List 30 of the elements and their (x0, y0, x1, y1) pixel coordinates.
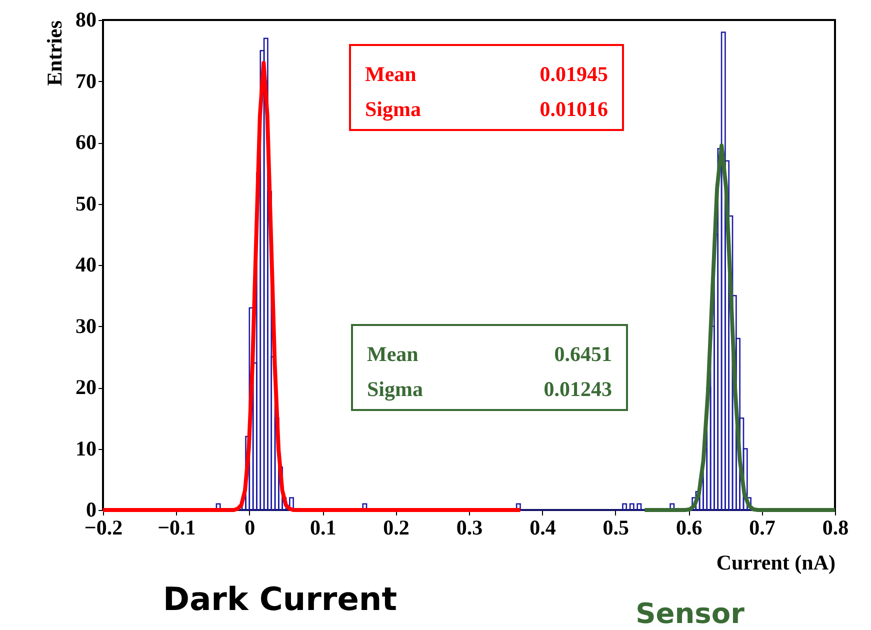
x-tick-label: 0.7 (749, 516, 776, 540)
y-tick-label: 70 (76, 68, 96, 93)
annotation: Mean (367, 342, 419, 366)
x-tick-label: 0.5 (602, 516, 630, 540)
annotation: Sigma (365, 97, 422, 121)
y-tick-label: 20 (76, 375, 96, 399)
y-axis-title: Entries (42, 20, 66, 86)
x-tick-label: 0.2 (383, 516, 410, 540)
annotation: 0.01945 (540, 62, 608, 86)
x-tick-label: −0.1 (158, 516, 196, 540)
x-tick-label: 0.1 (310, 516, 336, 540)
annotation: 0.01016 (540, 97, 608, 121)
x-tick-label: 0.8 (822, 516, 849, 540)
annotation: Mean (365, 62, 417, 86)
y-tick-label: 50 (76, 191, 96, 216)
annotation: Sigma (367, 377, 424, 401)
annotation: 0.01243 (544, 377, 612, 401)
x-tick-label: 0.3 (456, 516, 483, 540)
y-tick-label: 10 (76, 436, 96, 460)
x-tick-label: 0 (244, 516, 256, 540)
x-axis-title: Current (nA) (716, 550, 836, 574)
y-tick-label: 30 (76, 314, 96, 338)
annotation: 0.6451 (554, 342, 612, 366)
text: Dark Current (163, 580, 397, 618)
y-tick-label: 60 (76, 130, 96, 154)
y-tick-label: 80 (76, 8, 96, 32)
x-tick-label: 0.4 (530, 516, 556, 540)
text: Sensor (636, 597, 745, 630)
y-tick-label: 40 (76, 252, 96, 276)
x-tick-label: 0.6 (676, 516, 702, 540)
